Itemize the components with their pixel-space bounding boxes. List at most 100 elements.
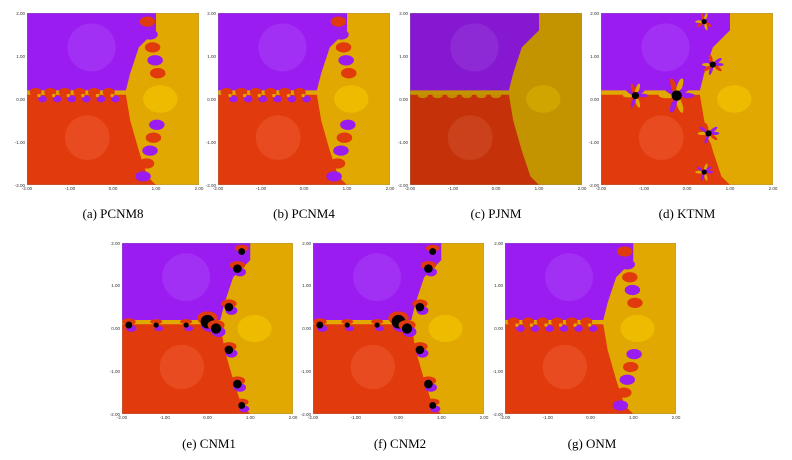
x-tick-label: 0.00: [203, 415, 212, 420]
fractal-lobe: [616, 387, 632, 398]
fractal-lobe: [52, 95, 62, 103]
fractal-lobe: [516, 325, 525, 332]
yellow-core: [143, 85, 178, 113]
y-tick-label: -2.00: [588, 182, 599, 188]
purple-core: [353, 253, 402, 302]
fractal-lobe: [95, 93, 100, 98]
purple-core: [258, 23, 307, 72]
fractal-lobe: [529, 323, 534, 327]
fractal-lobe: [272, 93, 276, 98]
fractal-lobe: [96, 95, 106, 103]
basin-plot-d: 2.00 1.00 0.00 -1.00 -2.00 -2.00 -1.00 0.00 1.00…: [589, 11, 778, 192]
fractal-lobe: [612, 400, 629, 411]
caption-b: (b) PCNM4: [273, 206, 335, 221]
fractal-lobe: [705, 130, 712, 137]
fractal-lobe: [51, 93, 56, 98]
y-tick-label: -1.00: [109, 368, 120, 374]
yellow-core: [717, 85, 752, 113]
fractal-lobe: [333, 29, 349, 40]
fractal-lobe: [619, 259, 635, 270]
x-tick-label: 0.00: [682, 186, 692, 191]
x-tick-label: -2.00: [21, 186, 33, 191]
y-tick-label: -1.00: [14, 139, 25, 145]
yellow-core: [526, 85, 561, 113]
basin-svg: [410, 13, 582, 185]
basin-plot-c: 2.00 1.00 0.00 -1.00 -2.00 -2.00 -1.00 0.00 1.00…: [398, 11, 587, 192]
x-tick-label: 0.00: [491, 186, 501, 191]
x-tick-label: 2.00: [768, 186, 778, 191]
fractal-lobe: [238, 402, 246, 409]
fractal-lobe: [233, 379, 242, 389]
fractal-lobe: [242, 93, 247, 98]
fractal-lobe: [544, 323, 548, 327]
fractal-lobe: [258, 95, 268, 103]
y-tick-label: 1.00: [302, 283, 311, 289]
y-tick-label: 0.00: [399, 96, 408, 102]
fractal-lobe: [67, 95, 77, 103]
red-core: [447, 115, 493, 161]
fractal-lobe: [341, 319, 354, 325]
x-tick-label: 2.00: [194, 186, 204, 191]
fractal-lobe: [432, 92, 443, 99]
y-tick-label: 2.00: [590, 10, 599, 16]
y-tick-label: 1.00: [494, 283, 503, 289]
caption-g: (g) ONM: [567, 436, 617, 451]
y-tick-label: -2.00: [300, 411, 311, 417]
fractal-lobe: [233, 264, 242, 273]
fractal-lobe: [417, 92, 429, 99]
fractal-lobe: [476, 92, 487, 99]
fractal-lobe: [301, 93, 305, 98]
x-tick-label: -2.00: [307, 415, 319, 420]
x-tick-label: -1.00: [255, 186, 267, 191]
fractal-lobe: [224, 302, 234, 312]
fractal-lobe: [401, 323, 413, 334]
red-core: [542, 344, 588, 390]
caption-f: (f) CNM2: [373, 436, 427, 451]
fractal-lobe: [340, 119, 356, 130]
caption-e: (e) CNM1: [182, 436, 236, 451]
x-tick-label: 1.00: [151, 186, 161, 191]
fractal-lobe: [135, 171, 151, 182]
fractal-lobe: [229, 95, 238, 103]
yellow-core: [237, 314, 272, 343]
basin-svg: [505, 243, 676, 414]
fractal-lobe: [574, 325, 583, 332]
fractal-lobe: [622, 272, 638, 283]
x-tick-label: -2.00: [404, 186, 416, 191]
fractal-lobe: [82, 95, 91, 103]
x-tick-label: 2.00: [288, 415, 298, 420]
basin-svg: [27, 13, 199, 185]
y-tick-label: 2.00: [16, 10, 25, 16]
fractal-lobe: [333, 145, 349, 156]
x-tick-label: -1.00: [542, 415, 553, 420]
caption-a: (a) PCNM8: [82, 206, 144, 221]
y-tick-label: -2.00: [109, 411, 120, 417]
fractal-lobe: [587, 323, 592, 327]
fractal-lobe: [626, 349, 642, 360]
fractal-lobe: [701, 169, 707, 175]
x-tick-label: 2.00: [671, 415, 681, 420]
fractal-lobe: [559, 325, 569, 332]
fractal-lobe: [183, 322, 189, 328]
fractal-lobe: [238, 248, 246, 255]
fractal-lobe: [429, 402, 437, 409]
red-core: [64, 115, 110, 161]
y-tick-label: -1.00: [397, 139, 408, 145]
fractal-lobe: [138, 158, 155, 169]
y-tick-label: 0.00: [494, 326, 503, 331]
x-tick-label: 1.00: [436, 415, 446, 420]
fractal-lobe: [286, 93, 291, 98]
fractal-lobe: [125, 321, 133, 329]
y-tick-label: 0.00: [207, 96, 216, 102]
fractal-lobe: [558, 323, 563, 327]
fractal-lobe: [622, 361, 639, 373]
y-tick-label: -2.00: [205, 182, 216, 188]
fractal-lobe: [149, 68, 166, 79]
x-tick-label: -1.00: [447, 186, 459, 191]
x-tick-label: -1.00: [64, 186, 76, 191]
y-tick-label: -2.00: [492, 411, 503, 417]
red-core: [638, 115, 684, 161]
caption-d: (d) KTNM: [658, 206, 716, 221]
basin-plot-b: 2.00 1.00 0.00 -1.00 -2.00 -2.00 -1.00 0.00 1.00…: [206, 11, 395, 192]
fractal-lobe: [302, 95, 311, 103]
